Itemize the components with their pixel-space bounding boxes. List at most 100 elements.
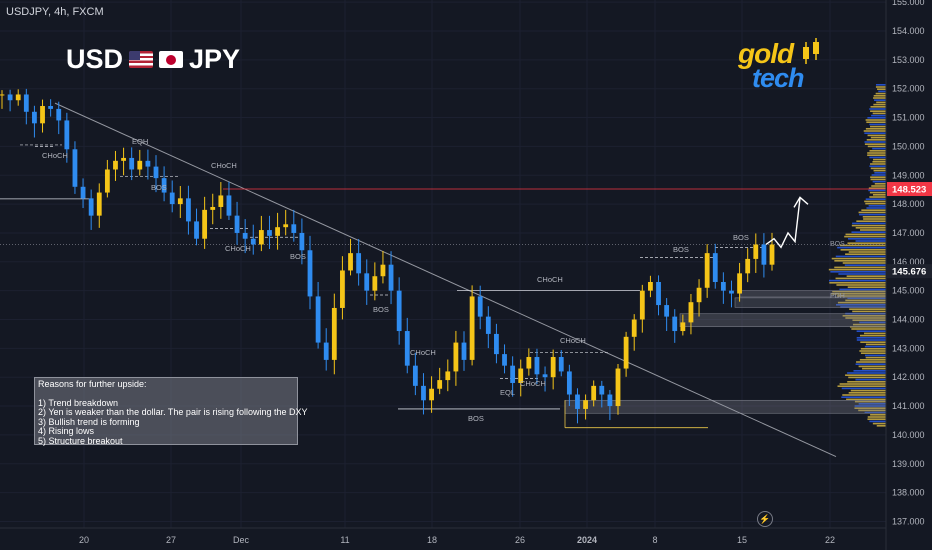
volume-profile-bar — [865, 198, 886, 200]
candle-body — [575, 394, 580, 409]
volume-profile-bar — [849, 308, 886, 310]
candle-body — [421, 385, 426, 401]
volume-profile-bar — [842, 262, 886, 264]
time-axis-tick: 11 — [340, 535, 349, 545]
structure-label: EQL — [500, 388, 515, 397]
volume-profile-bar — [855, 227, 886, 229]
jp-flag-icon — [159, 51, 184, 68]
volume-profile-bar — [840, 249, 886, 251]
structure-label: EQH — [132, 137, 148, 146]
candle-body — [372, 276, 378, 291]
volume-profile-bar — [847, 372, 886, 374]
volume-profile-bar — [873, 169, 886, 172]
volume-profile-bar — [860, 352, 886, 354]
volume-profile-bar — [875, 86, 886, 88]
time-axis-tick: 2024 — [577, 535, 597, 545]
volume-profile-bar — [838, 273, 886, 275]
candle-body — [161, 178, 167, 193]
candle-body — [356, 253, 362, 274]
base-currency: USD — [66, 44, 124, 74]
candle-body — [688, 302, 694, 323]
price-axis-tick: 150.000 — [892, 141, 925, 151]
volume-profile-bar — [852, 323, 886, 326]
structure-label: CHoCH — [42, 151, 68, 160]
time-axis-tick: 27 — [166, 535, 176, 545]
candle-body — [510, 365, 516, 383]
volume-profile-bar — [870, 163, 886, 165]
structure-label: CHoCH — [225, 244, 251, 253]
candle-body — [80, 186, 86, 199]
volume-profile-bar — [856, 220, 886, 222]
time-axis-tick: Dec — [233, 535, 250, 545]
volume-profile-bar — [845, 233, 886, 236]
volume-profile-bar — [870, 136, 886, 139]
volume-profile-bar — [873, 158, 886, 161]
candle-body — [307, 250, 313, 297]
candle-body — [469, 296, 475, 360]
volume-profile-bar — [836, 284, 886, 286]
candle-body — [15, 94, 21, 101]
volume-profile-bar — [869, 150, 886, 152]
volume-profile-bar — [831, 293, 886, 295]
candle-body — [518, 368, 524, 383]
volume-profile-bar — [860, 229, 886, 231]
volume-profile-bar — [864, 132, 886, 134]
reasons-notes: Reasons for further upside: 1) Trend bre… — [34, 377, 308, 446]
structure-label: BOS — [151, 183, 167, 192]
volume-profile-bar — [854, 405, 886, 407]
volume-profile-bar — [872, 161, 886, 163]
candle-body — [96, 192, 102, 216]
volume-profile-bar — [858, 409, 886, 412]
volume-profile-bar — [871, 114, 886, 117]
volume-profile-bar — [866, 207, 886, 209]
candle-body — [380, 264, 386, 277]
volume-profile-bar — [828, 268, 886, 271]
volume-profile-bar — [836, 304, 886, 306]
candle-body — [550, 357, 556, 378]
candle-body — [558, 357, 564, 372]
candle-body — [453, 342, 459, 372]
candle-body — [210, 206, 216, 210]
volume-profile-bar — [867, 418, 886, 420]
volume-profile-bar — [872, 147, 886, 150]
volume-profile-bar — [866, 139, 886, 141]
candle-body — [194, 221, 199, 239]
volume-profile-bar — [848, 376, 886, 379]
volume-profile-bar — [872, 180, 886, 183]
volume-profile-bar — [830, 271, 886, 273]
candle-body — [275, 227, 280, 236]
volume-profile-bar — [839, 383, 886, 385]
volume-profile-bar — [852, 310, 886, 313]
volume-profile-bar — [872, 422, 886, 425]
time-axis-tick: 20 — [79, 535, 89, 545]
price-axis-tick: 137.000 — [892, 516, 925, 526]
price-axis-tick: 145.000 — [892, 286, 925, 296]
candle-body — [226, 195, 232, 216]
candle-body — [186, 198, 191, 222]
volume-profile-bar — [852, 222, 886, 225]
volume-profile-bar — [839, 288, 886, 291]
volume-profile-bar — [852, 319, 886, 321]
structure-label: BOS — [673, 245, 689, 254]
candle-body — [591, 385, 597, 401]
volume-profile-bar — [855, 240, 886, 242]
symbol-info: USDJPY, 4h, FXCM — [6, 6, 104, 18]
volume-profile-bar — [850, 389, 886, 392]
volume-profile-bar — [864, 200, 886, 203]
candle-body — [745, 258, 751, 274]
volume-profile-bar — [837, 295, 886, 297]
volume-profile-bar — [848, 392, 886, 394]
notes-item: 3) Bullish trend is forming — [38, 416, 140, 427]
volume-profile-bar — [842, 315, 886, 317]
candle-body — [485, 316, 491, 334]
volume-profile-bar — [859, 321, 886, 324]
candle-body — [218, 195, 224, 207]
volume-profile-bar — [864, 143, 886, 145]
candle-body — [680, 322, 686, 332]
lightning-icon[interactable]: ⚡ — [757, 511, 773, 527]
candle-body — [477, 296, 483, 317]
candle-body — [56, 108, 62, 121]
volume-profile-bar — [839, 244, 886, 247]
candle-body — [461, 342, 467, 360]
